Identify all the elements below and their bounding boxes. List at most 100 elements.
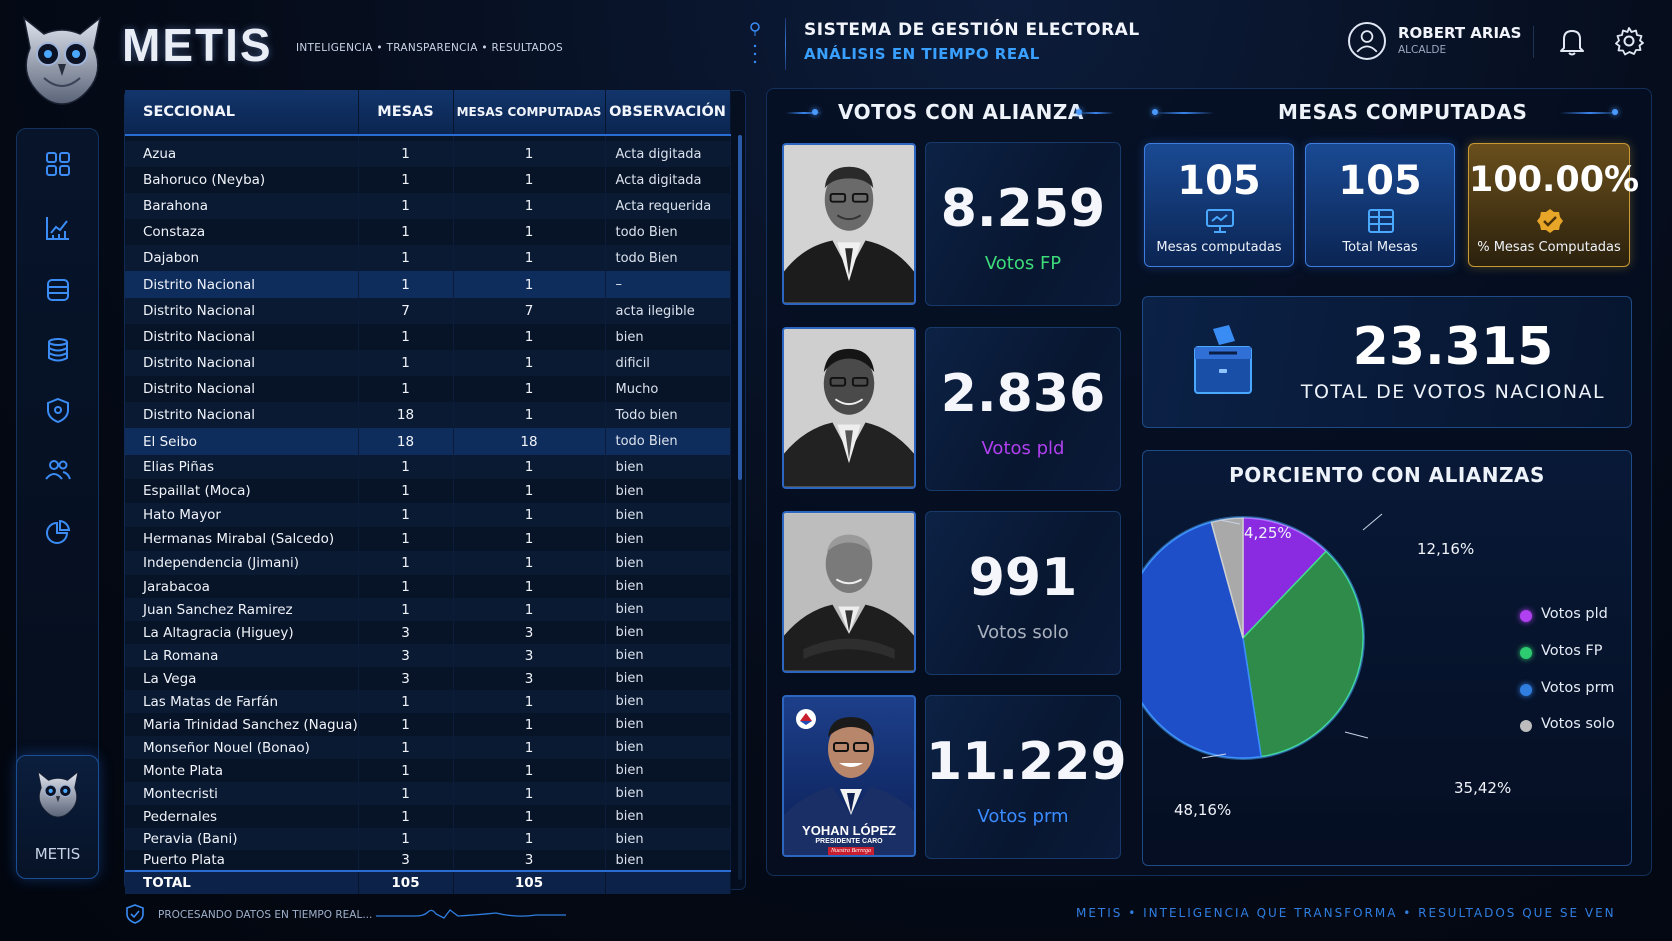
table-row[interactable]: La Romana 3 3 bien [125,644,731,667]
column-header-observacion[interactable]: OBSERVACIÓN [605,90,731,136]
observacion-cell: bien [605,782,731,805]
mesas-cell: 1 [358,551,454,575]
table-row[interactable]: Azua 1 1 Acta digitada [125,141,731,167]
table-row[interactable]: Peravia (Bani) 1 1 bien [125,828,731,850]
table-row[interactable]: Maria Trinidad Sanchez (Nagua) 1 1 bien [125,713,731,736]
vote-card-solo: 991 Votos solo [925,511,1121,675]
database-icon[interactable] [45,277,71,303]
stat-card-porcentaje: 100.00% % Mesas Computadas [1468,143,1639,267]
owl-logo-icon [22,16,102,105]
pie-label-prm: 48,16% [1174,801,1232,819]
table-row[interactable]: La Vega 3 3 bien [125,667,731,690]
database-stack-icon[interactable] [45,337,71,363]
seccional-cell: La Vega [125,667,359,690]
title-decoration [786,112,822,114]
users-icon[interactable] [45,457,71,483]
column-header-seccional[interactable]: SECCIONAL [125,90,359,136]
mesas-cell: 1 [358,736,454,759]
observacion-cell: bien [605,575,731,598]
pie-slice-prm[interactable] [1142,521,1262,759]
seccional-cell: Azua [125,141,359,167]
table-row[interactable]: Constaza 1 1 todo Bien [125,219,731,245]
observacion-cell: bien [605,551,731,575]
pie-slice-pld[interactable] [1242,517,1328,640]
column-header-mesas[interactable]: MESAS [358,90,454,136]
legend-dot-solo [1520,720,1532,732]
table-scrollbar[interactable] [738,135,742,480]
table-row[interactable]: Monseñor Nouel (Bonao) 1 1 bien [125,736,731,759]
bell-icon[interactable] [1558,26,1586,56]
seccional-cell: La Romana [125,644,359,667]
table-row[interactable]: Pedernales 1 1 bien [125,805,731,828]
table-row[interactable]: Distrito Nacional 1 1 bien [125,324,731,350]
table-row[interactable]: Distrito Nacional 1 1– [125,271,731,298]
grid-icon[interactable] [45,151,71,177]
computadas-cell: 1 [453,245,606,271]
table-row[interactable]: La Altagracia (Higuey) 3 3 bien [125,621,731,644]
mesas-cell: 18 [358,428,454,455]
sidebar-logo-card[interactable] [16,755,99,879]
pie-slice-fp[interactable] [1242,550,1364,758]
observacion-cell: todo Bien [605,428,731,455]
table-scroll-track[interactable] [738,135,742,880]
computadas-cell: 7 [453,298,606,324]
pie-label-pld: 12,16% [1417,540,1475,558]
table-row[interactable]: Puerto Plata 3 3 bien [125,850,731,871]
table-row[interactable]: Distrito Nacional 1 1 Mucho [125,376,731,402]
spacer-cell [605,135,731,141]
observacion-cell: acta ilegible [605,298,731,324]
system-title: SISTEMA DE GESTIÓN ELECTORAL [804,20,1140,40]
computadas-cell: 1 [453,736,606,759]
seccional-cell: La Altagracia (Higuey) [125,621,359,644]
computadas-cell: 3 [453,850,606,871]
column-header-mesas-computadas[interactable]: MESAS COMPUTADAS [453,90,606,136]
table-row[interactable]: El Seibo 18 18 todo Bien [125,428,731,455]
computadas-cell: 1 [453,690,606,713]
table-row[interactable]: Las Matas de Farfán 1 1 bien [125,690,731,713]
mesas-cell: 3 [358,850,454,871]
pie-chart-icon[interactable] [45,519,71,545]
computadas-cell: 1 [453,551,606,575]
user-name[interactable]: ROBERT ARIAS [1398,24,1522,42]
table-row[interactable]: Bahoruco (Neyba) 1 1 Acta digitada [125,167,731,193]
candidate-photo-fp [782,143,916,305]
computadas-cell: 1 [453,479,606,503]
table-row[interactable]: Dajabon 1 1 todo Bien [125,245,731,271]
mesas-cell: 18 [358,402,454,428]
seccional-cell: Constaza [125,219,359,245]
chart-icon[interactable] [45,215,71,241]
mesas-cell: 1 [358,219,454,245]
table-row[interactable]: Barahona 1 1 Acta requerida [125,193,731,219]
pie-chart [1142,513,1383,760]
observacion-cell: todo Bien [605,245,731,271]
observacion-cell: bien [605,644,731,667]
table-row[interactable]: Elias Piñas 1 1 bien [125,455,731,479]
header-separator [1533,26,1534,58]
table-row[interactable]: Monte Plata 1 1 bien [125,759,731,782]
seccional-cell: Monseñor Nouel (Bonao) [125,736,359,759]
observacion-cell: Acta digitada [605,167,731,193]
stat-value-total-mesas: 105 [1338,158,1422,204]
table-row[interactable]: Hermanas Mirabal (Salcedo) 1 1 bien [125,527,731,551]
table-row[interactable]: Juan Sanchez Ramirez 1 1 bien [125,598,731,621]
table-row[interactable]: Montecristi 1 1 bien [125,782,731,805]
table-row[interactable]: Distrito Nacional 7 7 acta ilegible [125,298,731,324]
badge-check-icon [1537,209,1563,233]
seccional-cell: Distrito Nacional [125,350,359,376]
table-row[interactable]: Independencia (Jimani) 1 1 bien [125,551,731,575]
shield-icon[interactable] [45,397,71,423]
table-row[interactable]: Distrito Nacional 1 1 dificil [125,350,731,376]
observacion-cell: bien [605,527,731,551]
user-avatar-icon[interactable] [1348,22,1386,60]
computadas-cell: 1 [453,193,606,219]
table-row[interactable]: Hato Mayor 1 1 bien [125,503,731,527]
mesas-cell: 1 [358,376,454,402]
processing-status: PROCESANDO DATOS EN TIEMPO REAL... [158,909,373,921]
user-role: ALCALDE [1398,44,1447,56]
table-row[interactable]: Distrito Nacional 18 1 Todo bien [125,402,731,428]
table-row[interactable]: Jarabacoa 1 1 bien [125,575,731,598]
gear-icon[interactable] [1614,26,1644,56]
observacion-cell: bien [605,759,731,782]
mesas-cell: 1 [358,167,454,193]
table-row[interactable]: Espaillat (Moca) 1 1 bien [125,479,731,503]
